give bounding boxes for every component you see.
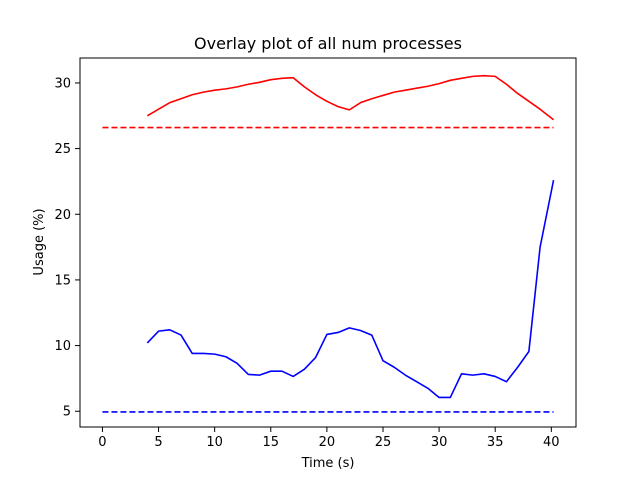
x-tick-label: 20 <box>319 435 336 450</box>
x-axis-ticks: 0 5 10 15 20 25 30 35 40 <box>98 427 560 450</box>
x-tick-label: 40 <box>543 435 560 450</box>
y-tick-label: 5 <box>63 405 71 420</box>
plot-area <box>80 58 576 427</box>
series-layer <box>102 74 555 413</box>
y-tick-label: 30 <box>54 76 71 91</box>
x-tick-label: 25 <box>375 435 392 450</box>
chart-title: Overlay plot of all num processes <box>194 34 462 53</box>
y-tick-label: 10 <box>54 339 71 354</box>
axes-frame <box>79 57 577 428</box>
y-tick-label: 25 <box>54 142 71 157</box>
x-tick-label: 5 <box>154 435 162 450</box>
x-axis-label: Time (s) <box>301 456 355 471</box>
x-tick-label: 0 <box>98 435 106 450</box>
y-tick-label: 20 <box>54 208 71 223</box>
series-line-1 <box>146 74 555 121</box>
y-axis-label: Usage (%) <box>32 208 47 275</box>
x-tick-label: 10 <box>206 435 223 450</box>
x-tick-label: 35 <box>487 435 504 450</box>
x-tick-label: 15 <box>262 435 279 450</box>
y-axis-ticks: 5 10 15 20 25 30 <box>54 76 80 420</box>
axes-background <box>80 58 576 427</box>
y-tick-label: 15 <box>54 273 71 288</box>
x-tick-label: 30 <box>431 435 448 450</box>
series-line-3 <box>146 179 555 399</box>
